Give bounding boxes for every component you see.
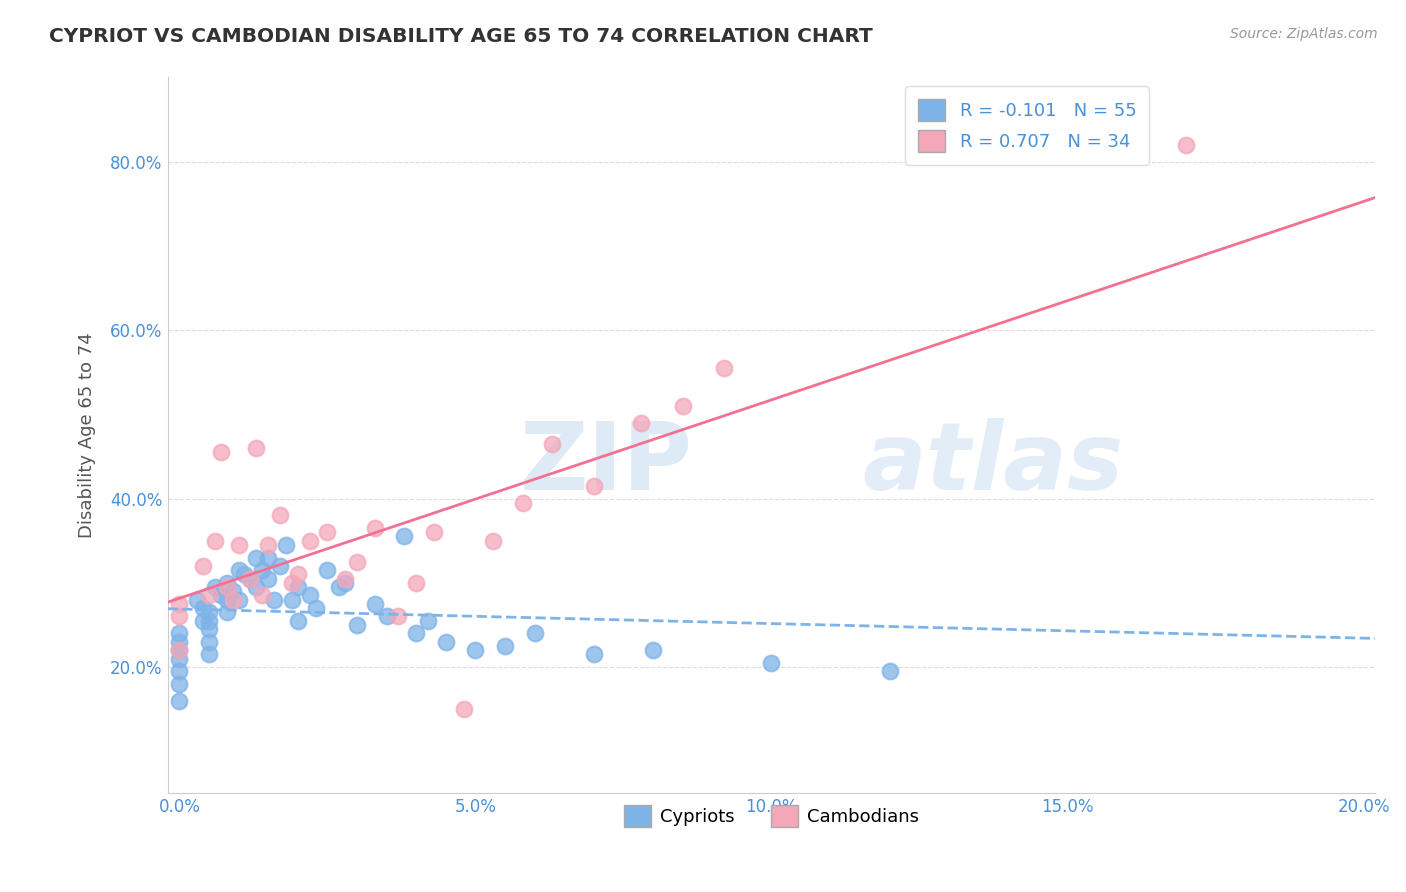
Point xyxy=(375,609,398,624)
Point xyxy=(281,592,304,607)
Point xyxy=(257,572,280,586)
Point xyxy=(257,538,280,552)
Point xyxy=(582,479,605,493)
Point xyxy=(169,651,191,665)
Point xyxy=(346,555,368,569)
Point xyxy=(252,563,274,577)
Point xyxy=(269,508,291,523)
Text: Source: ZipAtlas.com: Source: ZipAtlas.com xyxy=(1230,27,1378,41)
Point xyxy=(204,533,226,548)
Point xyxy=(221,592,243,607)
Point xyxy=(198,648,221,662)
Point xyxy=(209,445,232,459)
Point xyxy=(512,496,534,510)
Point xyxy=(198,614,221,628)
Point xyxy=(641,643,664,657)
Point xyxy=(281,575,304,590)
Point xyxy=(364,597,387,611)
Text: ZIP: ZIP xyxy=(520,418,693,510)
Point xyxy=(228,538,250,552)
Point xyxy=(482,533,505,548)
Point xyxy=(169,609,191,624)
Text: atlas: atlas xyxy=(862,418,1123,510)
Point xyxy=(523,626,546,640)
Point xyxy=(333,575,356,590)
Point xyxy=(169,626,191,640)
Point xyxy=(169,664,191,678)
Point xyxy=(198,589,221,603)
Point xyxy=(169,643,191,657)
Point xyxy=(263,592,285,607)
Point xyxy=(287,567,309,582)
Point xyxy=(672,399,695,413)
Point xyxy=(269,558,291,573)
Y-axis label: Disability Age 65 to 74: Disability Age 65 to 74 xyxy=(79,333,96,538)
Point xyxy=(304,601,326,615)
Point xyxy=(298,589,321,603)
Point xyxy=(169,634,191,648)
Point xyxy=(228,592,250,607)
Point xyxy=(713,361,735,376)
Point xyxy=(169,694,191,708)
Point xyxy=(204,580,226,594)
Point xyxy=(228,563,250,577)
Point xyxy=(423,525,446,540)
Point xyxy=(186,592,208,607)
Point xyxy=(541,437,564,451)
Point xyxy=(191,614,214,628)
Point xyxy=(630,416,652,430)
Point xyxy=(215,575,238,590)
Point xyxy=(169,597,191,611)
Point xyxy=(346,618,368,632)
Point xyxy=(209,589,232,603)
Text: CYPRIOT VS CAMBODIAN DISABILITY AGE 65 TO 74 CORRELATION CHART: CYPRIOT VS CAMBODIAN DISABILITY AGE 65 T… xyxy=(49,27,873,45)
Point xyxy=(761,656,783,670)
Point xyxy=(287,614,309,628)
Point xyxy=(394,529,416,543)
Point xyxy=(453,702,475,716)
Point xyxy=(252,589,274,603)
Point xyxy=(245,580,267,594)
Point xyxy=(198,622,221,636)
Point xyxy=(215,592,238,607)
Point xyxy=(169,677,191,691)
Point xyxy=(582,648,605,662)
Point xyxy=(169,643,191,657)
Point xyxy=(198,605,221,619)
Point xyxy=(464,643,486,657)
Point xyxy=(387,609,409,624)
Point xyxy=(1174,137,1197,152)
Point xyxy=(245,441,267,455)
Point xyxy=(333,572,356,586)
Point xyxy=(274,538,297,552)
Point xyxy=(364,521,387,535)
Point xyxy=(416,614,439,628)
Point xyxy=(233,567,256,582)
Point xyxy=(316,563,339,577)
Point xyxy=(191,558,214,573)
Point xyxy=(198,634,221,648)
Point xyxy=(316,525,339,540)
Legend: Cypriots, Cambodians: Cypriots, Cambodians xyxy=(617,798,927,834)
Point xyxy=(879,664,901,678)
Point xyxy=(191,601,214,615)
Point xyxy=(328,580,350,594)
Point xyxy=(221,584,243,599)
Point xyxy=(405,626,427,640)
Point xyxy=(239,572,262,586)
Point xyxy=(494,639,516,653)
Point xyxy=(298,533,321,548)
Point xyxy=(245,550,267,565)
Point xyxy=(405,575,427,590)
Point xyxy=(257,550,280,565)
Point xyxy=(215,605,238,619)
Point xyxy=(287,580,309,594)
Point xyxy=(239,572,262,586)
Point xyxy=(434,634,457,648)
Point xyxy=(215,580,238,594)
